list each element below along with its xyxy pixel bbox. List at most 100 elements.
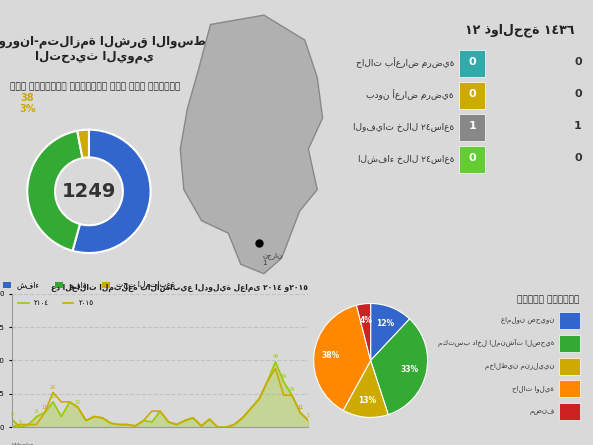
٢٠١٥: [206, 417, 213, 422]
Text: مكتسب داخل المنشآت الصحية: مكتسب داخل المنشآت الصحية: [438, 339, 554, 348]
Text: 0: 0: [18, 420, 22, 425]
٢١٠٤: [33, 414, 40, 419]
٢١٠٤: [42, 410, 49, 415]
٢١٠٤: [181, 418, 189, 423]
٢١٠٤: [206, 417, 213, 422]
٢٠١٥: [181, 418, 189, 423]
٢١٠٤: [123, 422, 130, 427]
٢٠١٥: [25, 422, 32, 427]
٢١٠٤: [256, 396, 263, 402]
٢١٠٤: [116, 422, 123, 427]
٢١٠٤: [91, 414, 98, 419]
FancyBboxPatch shape: [559, 403, 580, 420]
٢١٠٤: [132, 423, 139, 429]
٢٠١٥: [123, 422, 130, 427]
٢٠١٥: [280, 392, 287, 398]
Wedge shape: [27, 131, 82, 251]
Text: عاملون صحيون: عاملون صحيون: [501, 317, 554, 324]
٢٠١٥: [288, 392, 295, 398]
٢١٠٤: [107, 421, 114, 426]
٢١٠٤: [173, 422, 180, 427]
Text: 0: 0: [468, 57, 476, 67]
٢١٠٤: [49, 399, 56, 405]
Text: 38
3%: 38 3%: [19, 93, 36, 114]
٢١٠٤: [280, 379, 287, 384]
٢١٠٤: [8, 417, 15, 422]
٢١٠٤: [25, 422, 32, 427]
٢٠١٥: [197, 423, 205, 429]
FancyBboxPatch shape: [559, 380, 580, 397]
٢٠١٥: [91, 414, 98, 419]
FancyBboxPatch shape: [459, 82, 485, 109]
Text: حالات اولية: حالات اولية: [512, 385, 554, 392]
٢١٠٤: [272, 359, 279, 364]
Text: 11: 11: [297, 405, 303, 410]
٢٠١٥: [8, 425, 15, 430]
٢٠١٥: [157, 409, 164, 414]
٢١٠٤: [148, 419, 155, 425]
٢٠١٥: [190, 415, 197, 421]
FancyBboxPatch shape: [459, 114, 485, 141]
Text: 5: 5: [307, 413, 310, 418]
Wedge shape: [72, 129, 151, 253]
٢١٠٤: [66, 399, 73, 405]
Text: مخالطين منزليين: مخالطين منزليين: [485, 363, 554, 370]
Text: 0: 0: [574, 154, 582, 163]
٢٠١٥: [264, 379, 271, 384]
٢٠١٥: [66, 399, 73, 405]
٢٠١٥: [256, 396, 263, 402]
Text: 1249: 1249: [62, 182, 116, 201]
٢١٠٤: [99, 415, 106, 421]
٢١٠٤: [17, 425, 24, 430]
Text: 24: 24: [289, 388, 295, 392]
٢٠١٥: [74, 405, 81, 410]
٢١٠٤: [140, 418, 147, 423]
٢٠١٥: [107, 421, 114, 426]
Text: 8: 8: [35, 409, 38, 414]
Text: 13%: 13%: [358, 396, 376, 405]
٢١٠٤: [74, 405, 81, 410]
٢٠١٥: [148, 409, 155, 414]
Text: ١٢ ذوالحجة ١٤٣٦: ١٢ ذوالحجة ١٤٣٦: [465, 23, 574, 37]
Text: 6: 6: [10, 412, 14, 417]
٢٠١٥: [116, 422, 123, 427]
٢٠١٥: [49, 390, 56, 395]
Wedge shape: [371, 319, 428, 415]
Text: Weeks: Weeks: [12, 443, 34, 445]
٢٠١٥: [305, 418, 312, 423]
Text: مال الحالات المؤكدة منذ عام ١٤٣٣هـ: مال الحالات المؤكدة منذ عام ١٤٣٣هـ: [9, 82, 180, 91]
٢١٠٤: [214, 425, 221, 430]
٢٠١٥: [33, 422, 40, 427]
٢١٠٤: [296, 410, 304, 415]
Text: تصنيف العدوى: تصنيف العدوى: [518, 295, 580, 304]
٢١٠٤: [305, 418, 312, 423]
٢١٠٤: [197, 423, 205, 429]
Text: 0: 0: [574, 89, 582, 99]
٢٠١٥: [231, 422, 238, 427]
Text: 0: 0: [468, 154, 476, 163]
Wedge shape: [343, 360, 388, 417]
Wedge shape: [314, 305, 371, 410]
٢٠١٥: [222, 425, 229, 430]
Text: 49: 49: [272, 354, 279, 359]
Text: 26: 26: [50, 385, 56, 390]
Text: بدون أعراض مرضية: بدون أعراض مرضية: [366, 89, 454, 100]
٢١٠٤: [222, 425, 229, 430]
Text: 12%: 12%: [376, 319, 394, 328]
Text: :كورونا-متلازمة الشرق الاوسط
التحديث اليومي: :كورونا-متلازمة الشرق الاوسط التحديث الي…: [0, 35, 206, 64]
Wedge shape: [77, 129, 89, 158]
Line: ٢٠١٥: ٢٠١٥: [12, 368, 308, 427]
Line: ٢١٠٤: ٢١٠٤: [12, 362, 308, 427]
Text: الوفيات خلال ٢٤ساعة: الوفيات خلال ٢٤ساعة: [353, 122, 454, 131]
٢١٠٤: [247, 406, 254, 411]
٢٠١٥: [165, 419, 172, 425]
FancyBboxPatch shape: [459, 50, 485, 77]
٢٠١٥: [247, 406, 254, 411]
Text: 19: 19: [50, 394, 56, 399]
Text: نجران
1: نجران 1: [262, 252, 282, 266]
٢٠١٥: [214, 425, 221, 430]
Polygon shape: [180, 15, 323, 274]
٢١٠٤: [165, 419, 172, 425]
FancyBboxPatch shape: [459, 146, 485, 173]
٢١٠٤: [239, 415, 246, 421]
